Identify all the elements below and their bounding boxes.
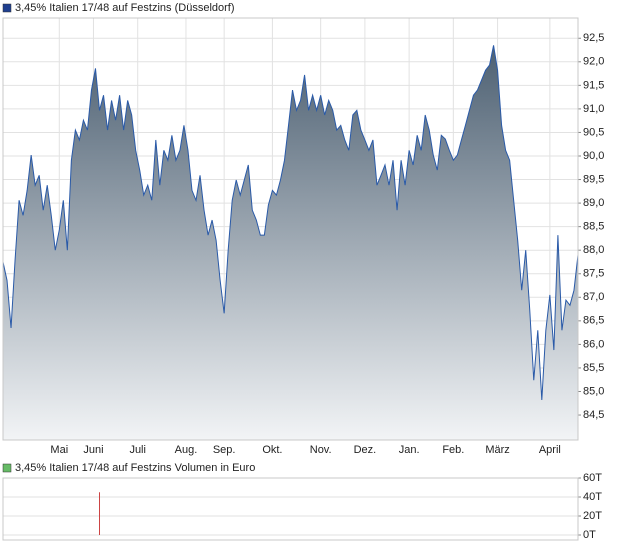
y-tick-label: 92,0 [583, 56, 604, 68]
x-tick-label: Juli [129, 444, 146, 456]
y-tick-label: 40T [583, 491, 602, 503]
y-tick-label: 87,0 [583, 291, 604, 303]
y-tick-label: 60T [583, 472, 602, 484]
x-tick-label: Okt. [262, 444, 282, 456]
y-tick-label: 87,5 [583, 268, 604, 280]
y-tick-label: 92,5 [583, 32, 604, 44]
volume-bar [99, 492, 101, 535]
y-tick-label: 91,0 [583, 103, 604, 115]
price-line [2, 45, 579, 400]
legend-label: 3,45% Italien 17/48 auf Festzins (Düssel… [15, 2, 235, 14]
y-tick-label: 89,0 [583, 197, 604, 209]
y-tick-label: 20T [583, 510, 602, 522]
x-tick-label: Dez. [354, 444, 377, 456]
y-tick-label: 89,5 [583, 173, 604, 185]
y-tick-label: 88,0 [583, 244, 604, 256]
legend-swatch [2, 3, 12, 13]
x-tick-label: April [539, 444, 561, 456]
y-tick-label: 84,5 [583, 409, 604, 421]
x-tick-label: Nov. [310, 444, 332, 456]
x-tick-label: Aug. [175, 444, 198, 456]
legend-swatch [2, 463, 12, 473]
x-tick-label: Sep. [213, 444, 236, 456]
area-fill [3, 45, 578, 440]
plot-frame [2, 477, 579, 541]
y-tick-label: 85,5 [583, 362, 604, 374]
y-tick-label: 90,5 [583, 126, 604, 138]
y-tick-label: 90,0 [583, 150, 604, 162]
x-tick-label: Juni [83, 444, 103, 456]
x-tick-label: März [485, 444, 509, 456]
x-tick-label: Jan. [399, 444, 420, 456]
y-tick-label: 91,5 [583, 79, 604, 91]
plot-frame [2, 17, 579, 441]
legend-label: 3,45% Italien 17/48 auf Festzins Volumen… [15, 462, 255, 474]
x-tick-label: Feb. [442, 444, 464, 456]
y-tick-label: 85,0 [583, 385, 604, 397]
y-tick-label: 0T [583, 529, 596, 541]
y-tick-label: 86,5 [583, 315, 604, 327]
y-tick-label: 86,0 [583, 338, 604, 350]
x-tick-label: Mai [50, 444, 68, 456]
y-tick-label: 88,5 [583, 221, 604, 233]
